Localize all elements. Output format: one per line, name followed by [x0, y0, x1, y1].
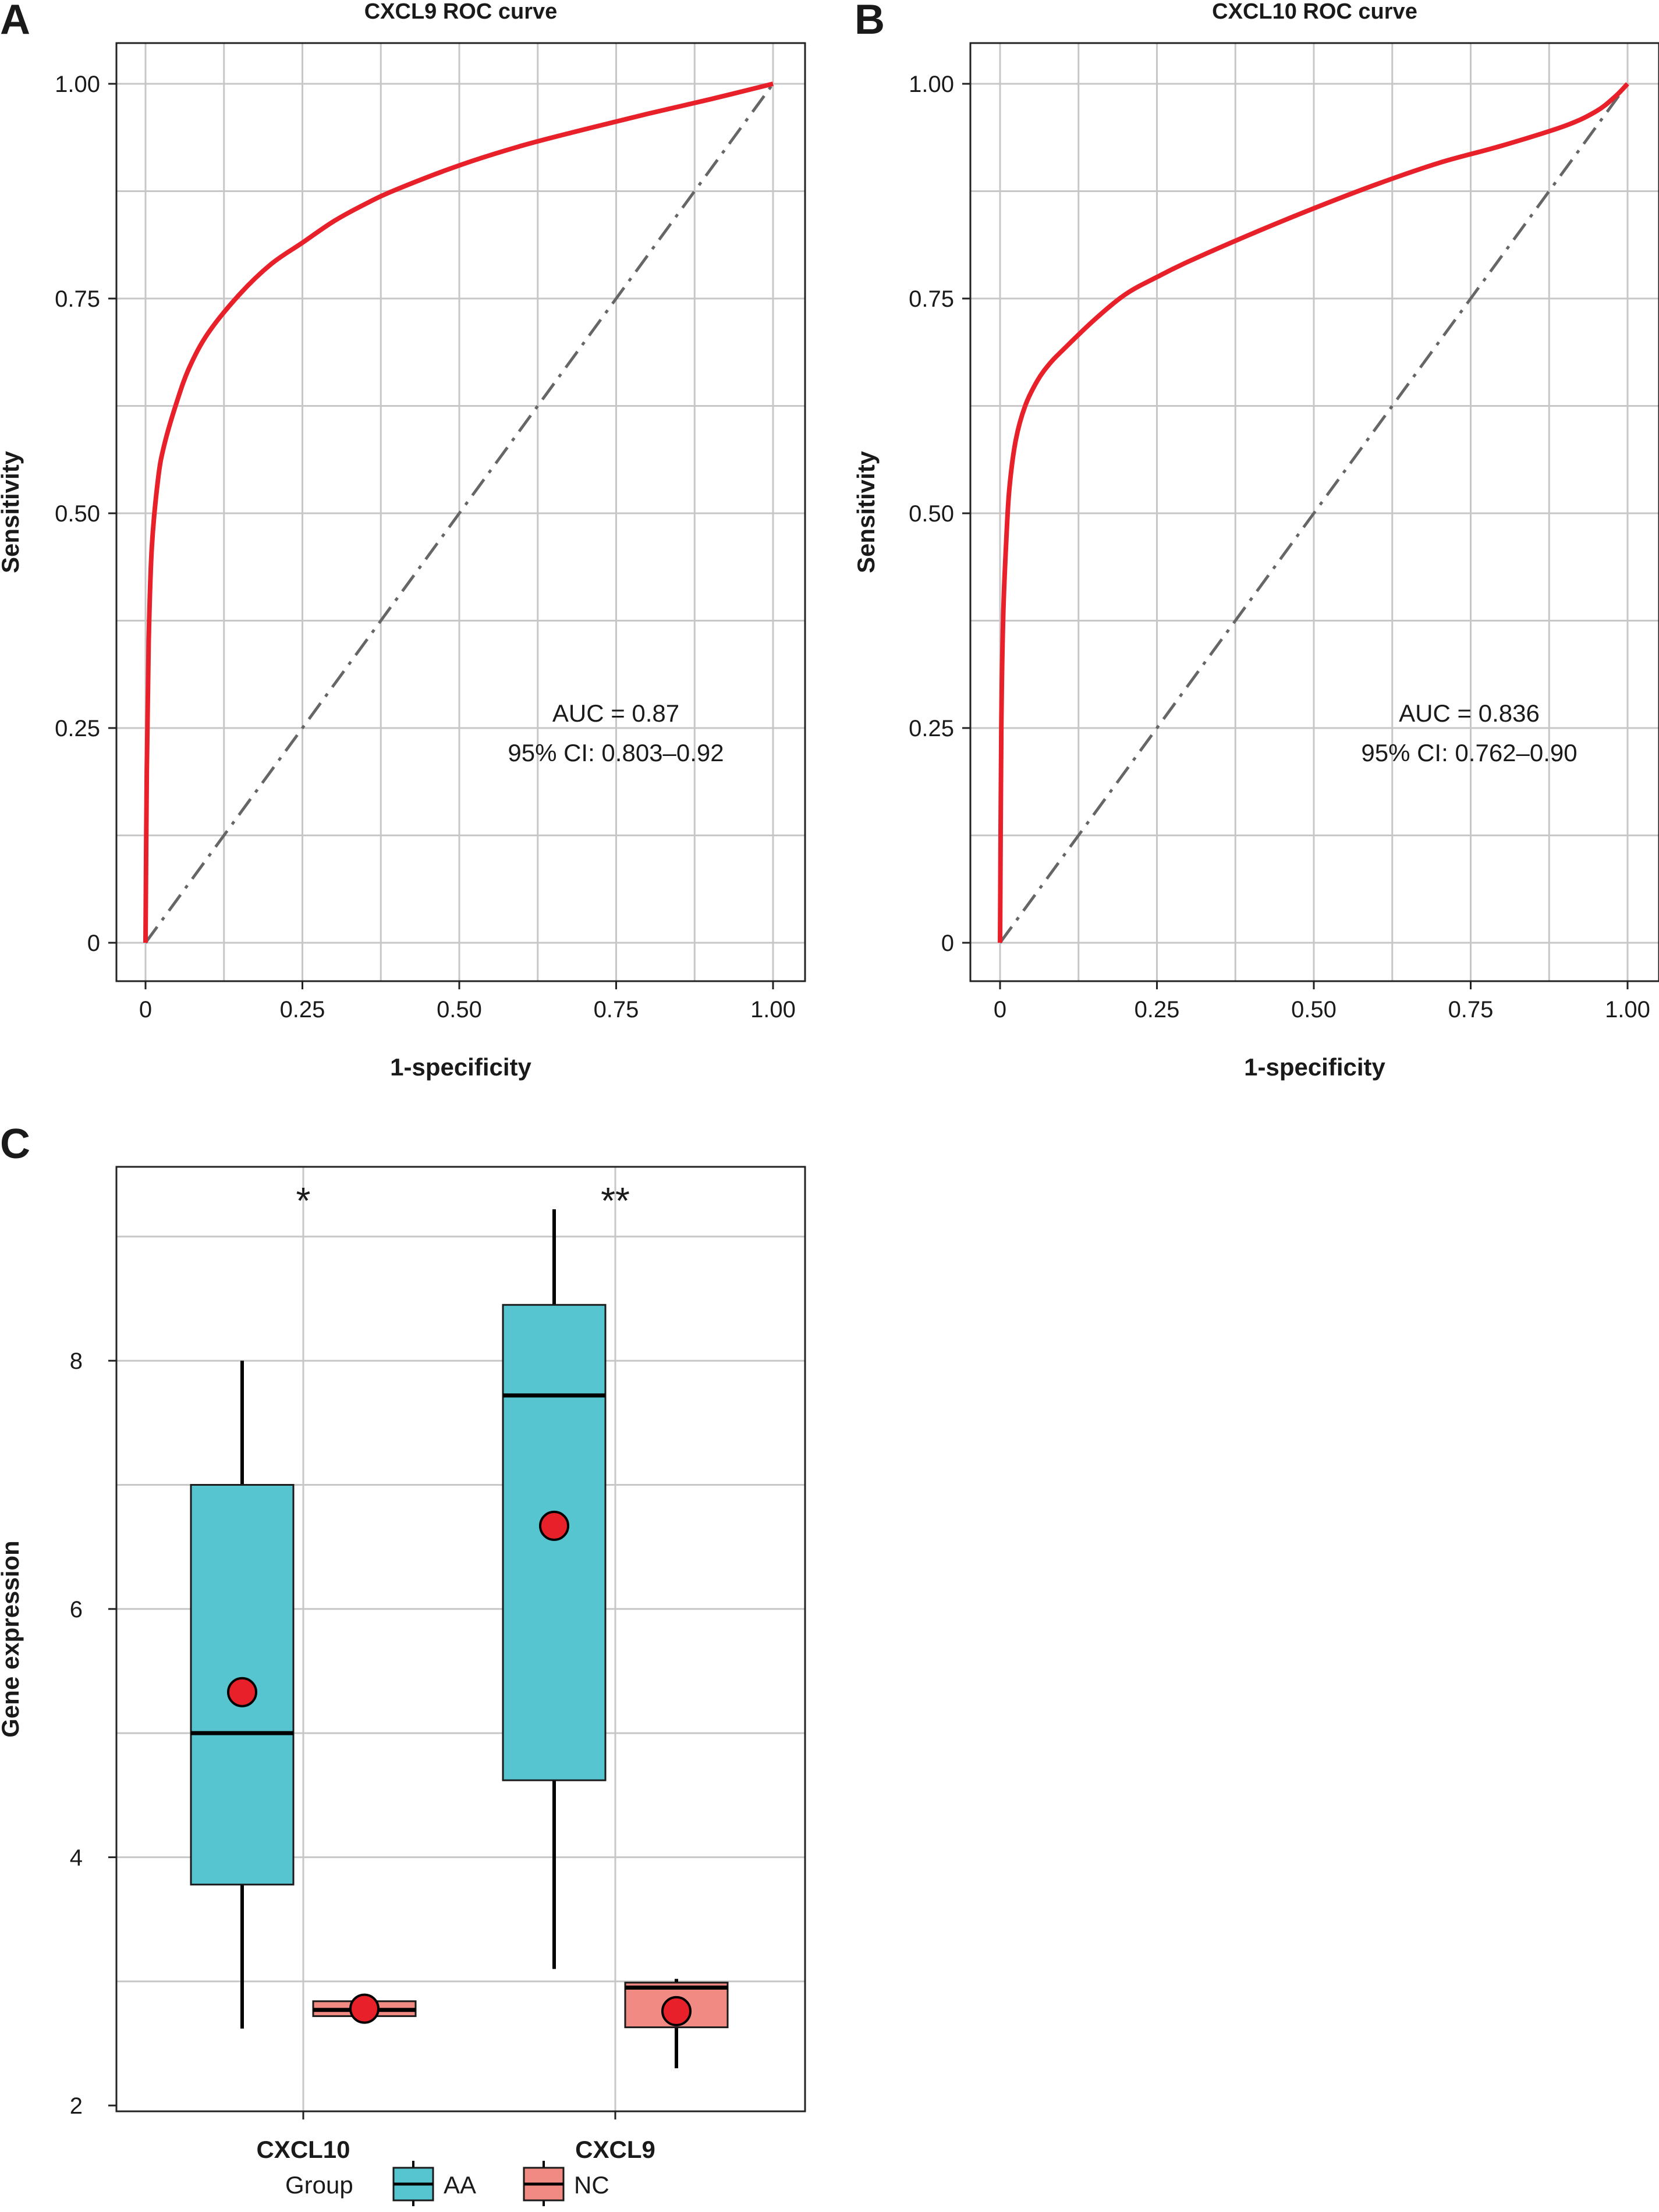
panel-a-chance-line [144, 83, 775, 944]
panel-b-label: B [855, 0, 885, 43]
x-tick-label: 0.75 [594, 997, 639, 1022]
y-tick-label: 8 [70, 1348, 83, 1374]
panel-c-significance: * ** [296, 1180, 630, 1222]
mean-marker [661, 1996, 692, 2026]
mean-marker [227, 1677, 257, 1707]
panel-c-x-ticks: CXCL10 CXCL9 [256, 2111, 655, 2163]
panel-b-roc-curve [998, 82, 1629, 943]
box-body [502, 1304, 607, 1781]
y-tick-label: 0.75 [909, 286, 954, 312]
x-category-label: CXCL10 [256, 2136, 350, 2163]
box-nc-cxcl10 [312, 1993, 417, 2024]
x-tick-label: 0 [139, 997, 152, 1022]
legend-label: NC [574, 2171, 609, 2199]
panel-a-y-ticks: 0 0.25 0.50 0.75 1.00 [55, 72, 116, 956]
panel-a-auc: AUC = 0.87 [552, 700, 679, 727]
panel-c-legend: Group AA NC [285, 2161, 609, 2206]
box-aa-cxcl9 [502, 1209, 607, 1969]
y-tick-label: 0.50 [909, 501, 954, 527]
legend-title: Group [285, 2171, 353, 2199]
y-tick-label: 0 [87, 931, 100, 956]
box-nc-cxcl9 [624, 1979, 729, 2069]
panel-c-y-ticks: 2 4 6 8 [70, 1348, 116, 2119]
x-category-label: CXCL9 [575, 2136, 655, 2163]
panel-a-ci: 95% CI: 0.803–0.92 [508, 739, 724, 766]
y-tick-label: 1.00 [909, 72, 954, 97]
y-tick-label: 0.25 [909, 716, 954, 741]
y-tick-label: 0.50 [55, 501, 100, 527]
x-tick-label: 1.00 [750, 997, 796, 1022]
panel-c-label: C [0, 1121, 30, 1167]
legend-key-aa [392, 2161, 434, 2206]
panel-b-x-ticks: 0 0.25 0.50 0.75 1.00 [994, 981, 1650, 1022]
panel-b-y-title: Sensitivity [852, 450, 880, 573]
y-tick-label: 0 [941, 931, 954, 956]
panel-a-y-title: Sensitivity [0, 450, 24, 573]
y-tick-label: 0.75 [55, 286, 100, 312]
x-tick-label: 0.75 [1448, 997, 1494, 1022]
panel-c-plot-frame [115, 1166, 806, 2112]
x-tick-label: 1.00 [1605, 997, 1650, 1022]
panel-a-x-title: 1-specificity [390, 1053, 531, 1081]
significance-marker: * [296, 1180, 311, 1222]
panel-b-chance-line [998, 83, 1629, 944]
y-tick-label: 0.25 [55, 716, 100, 741]
legend-key-nc [523, 2161, 565, 2206]
panel-c-boxes [190, 1209, 729, 2069]
mean-marker [539, 1510, 569, 1541]
panel-a-plot-frame [115, 42, 806, 982]
y-tick-label: 2 [70, 2093, 83, 2119]
y-tick-label: 1.00 [55, 72, 100, 97]
panel-b-title: CXCL10 ROC curve [1212, 0, 1417, 24]
panel-a-roc-curve [143, 81, 774, 943]
panel-a-title: CXCL9 ROC curve [364, 0, 558, 24]
y-tick-label: 4 [70, 1845, 83, 1870]
panel-a-x-ticks: 0 0.25 0.50 0.75 1.00 [139, 981, 796, 1022]
legend-label: AA [444, 2171, 476, 2199]
panel-b-ci: 95% CI: 0.762–0.90 [1361, 739, 1577, 766]
x-tick-label: 0.25 [1135, 997, 1180, 1022]
box-aa-cxcl10 [190, 1361, 295, 2029]
panel-c-y-title: Gene expression [0, 1540, 24, 1737]
x-tick-label: 0.50 [1291, 997, 1337, 1022]
significance-marker: ** [601, 1180, 630, 1222]
panel-b-y-ticks: 0 0.25 0.50 0.75 1.00 [909, 72, 970, 956]
panel-b-roc-cxcl10: B CXCL10 ROC curve 0 0.25 0.50 0.75 1.00 0 0.… [852, 0, 1659, 1081]
x-tick-label: 0.50 [437, 997, 482, 1022]
x-tick-label: 0.25 [280, 997, 325, 1022]
panel-b-x-title: 1-specificity [1244, 1053, 1385, 1081]
panel-a-roc-cxcl9: A CXCL9 ROC curve 0 0.25 0.50 0.75 1.00 0 0.2… [0, 0, 806, 1081]
panel-b-auc: AUC = 0.836 [1399, 700, 1540, 727]
mean-marker [349, 1993, 380, 2024]
panel-a-label: A [0, 0, 30, 43]
panel-b-grid [970, 43, 1659, 981]
y-tick-label: 6 [70, 1597, 83, 1622]
x-tick-label: 0 [994, 997, 1006, 1022]
